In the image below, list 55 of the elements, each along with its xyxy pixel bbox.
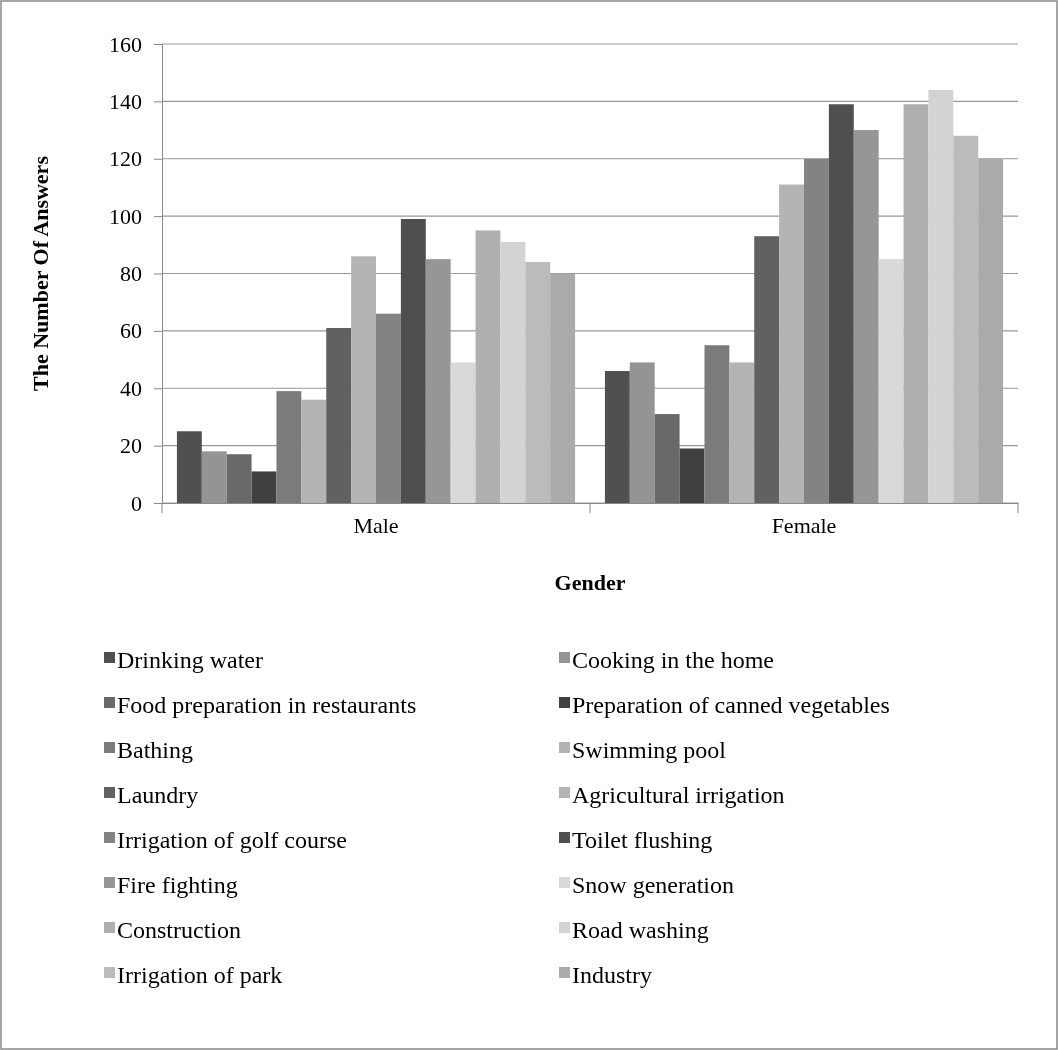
legend-label: Preparation of canned vegetables — [572, 692, 890, 719]
legend-label: Swimming pool — [572, 737, 727, 764]
y-tick-label: 60 — [120, 318, 142, 344]
y-axis-title: The Number Of Answers — [28, 155, 53, 391]
y-tick-label: 100 — [109, 203, 142, 229]
bar — [251, 471, 277, 503]
bar — [550, 273, 576, 503]
legend-label: Food preparation in restaurants — [117, 692, 417, 719]
bar — [301, 399, 327, 503]
bar — [400, 218, 426, 503]
legend-label: Irrigation of golf course — [117, 827, 347, 854]
bar — [176, 431, 202, 503]
legend-label: Cooking in the home — [572, 647, 774, 674]
y-tick-label: 40 — [120, 375, 142, 401]
bar — [978, 158, 1004, 503]
x-tick-label: Male — [353, 512, 399, 538]
bar — [475, 230, 501, 503]
bar — [878, 259, 904, 503]
y-tick-label: 160 — [109, 31, 142, 57]
bar — [828, 104, 854, 503]
bar — [754, 236, 780, 503]
y-tick-label: 120 — [109, 146, 142, 172]
legend-label: Road washing — [572, 917, 709, 944]
bar — [679, 448, 705, 503]
legend-label: Agricultural irrigation — [572, 782, 785, 809]
bar — [326, 328, 352, 503]
bar — [903, 104, 929, 503]
bar — [525, 262, 551, 503]
bar — [953, 135, 979, 503]
legend-label: Fire fighting — [117, 872, 238, 899]
legend-label: Snow generation — [572, 872, 734, 899]
bar — [450, 362, 476, 503]
legend-label: Toilet flushing — [572, 827, 713, 854]
legend-label: Irrigation of park — [117, 962, 283, 989]
y-tick-label: 140 — [109, 88, 142, 114]
legend-label: Bathing — [117, 737, 193, 764]
bar — [351, 256, 376, 503]
bar — [604, 371, 630, 503]
y-tick-label: 80 — [120, 261, 142, 287]
bar — [704, 345, 730, 503]
x-tick-label: Female — [771, 512, 837, 538]
y-tick-label: 0 — [131, 490, 142, 516]
bar — [729, 362, 755, 503]
bar — [928, 89, 954, 503]
y-tick-label: 20 — [120, 433, 142, 459]
legend-label: Industry — [572, 962, 652, 989]
legend-label: Drinking water — [117, 647, 263, 674]
bar — [226, 454, 252, 503]
bar — [276, 391, 302, 503]
bar — [654, 414, 680, 503]
x-axis-title: Gender — [554, 570, 626, 595]
bar — [500, 241, 526, 503]
legend-label: Construction — [117, 917, 241, 944]
legend-label: Laundry — [117, 782, 199, 809]
bar — [779, 184, 804, 503]
